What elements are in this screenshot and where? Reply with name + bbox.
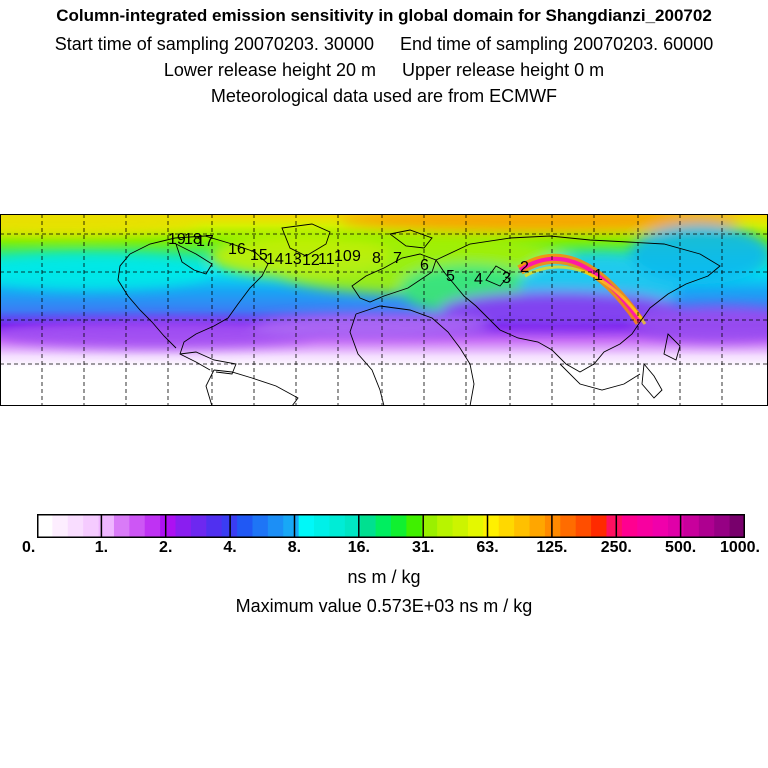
colorbar-tick-label: 0.: [22, 539, 36, 556]
colorbar-cell: [498, 514, 515, 538]
trajectory-label: 18: [184, 231, 202, 248]
colorbar-cell: [190, 514, 207, 538]
trajectory-label: 16: [228, 241, 246, 258]
colorbar-cell: [360, 514, 377, 538]
colorbar-cell: [406, 514, 423, 538]
maximum-value: Maximum value 0.573E+03 ns m / kg: [235, 596, 533, 616]
colorbar-tick-label: 31.: [412, 539, 435, 556]
release-heights: Lower release height 20 m Upper release h…: [0, 60, 768, 81]
colorbar-cell: [83, 514, 100, 538]
trajectory-label: 13: [284, 251, 302, 268]
colorbar-cell: [698, 514, 715, 538]
end-time: End time of sampling 20070203. 60000: [399, 34, 714, 54]
colorbar-cell: [729, 514, 745, 538]
sampling-times: Start time of sampling 20070203. 30000 En…: [0, 34, 768, 55]
trajectory-label: 15: [250, 247, 268, 264]
colorbar-cell: [298, 514, 315, 538]
colorbar-cell: [67, 514, 84, 538]
colorbar-cell: [467, 514, 484, 538]
colorbar-cell: [283, 514, 300, 538]
colorbar-cell: [714, 514, 731, 538]
colorbar-tick-label: 16.: [347, 539, 370, 556]
colorbar-tick-label: 125.: [536, 539, 568, 556]
colorbar-cell: [544, 514, 561, 538]
colorbar-cell: [421, 514, 438, 538]
trajectory-label: 4: [474, 271, 483, 288]
colorbar-cell: [560, 514, 577, 538]
colorbar-cell: [37, 514, 53, 538]
colorbar-cell: [113, 514, 130, 538]
colorbar-cell: [314, 514, 331, 538]
colorbar-cell: [621, 514, 638, 538]
trajectory-label: 3: [502, 270, 511, 287]
colorbar-cell: [329, 514, 346, 538]
colorbar-cell: [175, 514, 192, 538]
colorbar: [37, 514, 745, 538]
trajectory-label: 8: [372, 250, 381, 267]
colorbar-cell: [375, 514, 392, 538]
colorbar-cell: [237, 514, 254, 538]
colorbar-cell: [683, 514, 700, 538]
colorbar-tick-label: 1000.: [719, 539, 760, 556]
emission-plume-core: [518, 256, 642, 324]
colorbar-tick-label: 250.: [600, 539, 632, 556]
trajectory-label: 19: [168, 231, 186, 248]
colorbar-cell: [267, 514, 284, 538]
colorbar-tick-label: 63.: [476, 539, 499, 556]
colorbar-cell: [129, 514, 146, 538]
lower-release-height: Lower release height 20 m: [163, 60, 376, 80]
plume-fringe: [524, 265, 647, 325]
colorbar-frame: [37, 514, 745, 538]
colorbar-dividers: [100, 514, 682, 538]
colorbar-cell: [391, 514, 407, 538]
colorbar-tick-label: 1.: [94, 539, 109, 556]
trajectory-label: 12: [302, 252, 320, 269]
met-data-note: Meteorological data used are from ECMWF: [210, 86, 558, 106]
trajectory-label: 11: [318, 251, 335, 268]
colorbar-cell: [514, 514, 531, 538]
colorbar-cell: [344, 514, 361, 538]
start-time: Start time of sampling 20070203. 30000: [54, 34, 374, 54]
colorbar-cell: [591, 514, 608, 538]
colorbar-cell: [206, 514, 223, 538]
colorbar-tick-label: 500.: [665, 539, 697, 556]
upper-release-height: Upper release height 0 m: [402, 60, 605, 80]
colorbar-cell: [98, 514, 115, 538]
colorbar-cell: [668, 514, 685, 538]
trajectory-label: 6: [420, 257, 429, 274]
trajectory-label: 10: [334, 248, 352, 265]
trajectory-label: 2: [520, 259, 529, 276]
colorbar-tick-label: 4.: [223, 539, 237, 556]
colorbar-cell: [252, 514, 269, 538]
colorbar-cell: [160, 514, 177, 538]
colorbar-tick-label: 8.: [287, 539, 302, 556]
colorbar-cell: [483, 514, 500, 538]
trajectory-label: 5: [446, 268, 455, 285]
trajectory-label: 7: [393, 250, 402, 267]
colorbar-cell: [529, 514, 546, 538]
colorbar-cell: [144, 514, 161, 538]
coastlines: [117, 223, 721, 406]
colorbar-cell: [652, 514, 669, 538]
colorbar-unit: ns m / kg: [347, 567, 421, 587]
colorbar-cell: [437, 514, 454, 538]
colorbar-cells: [37, 514, 745, 538]
trajectory-label: 9: [352, 248, 361, 265]
colorbar-cell: [575, 514, 592, 538]
plot-title: Column-integrated emission sensitivity i…: [56, 6, 712, 25]
colorbar-cell: [52, 514, 69, 538]
lat-lon-grid: [0, 214, 768, 406]
trajectory-label: 14: [266, 251, 284, 268]
colorbar-cell: [606, 514, 623, 538]
colorbar-cell: [452, 514, 469, 538]
colorbar-cell: [637, 514, 654, 538]
colorbar-tick-label: 2.: [159, 539, 173, 556]
trajectory-label: 1: [594, 267, 603, 284]
trajectory-label: 17: [196, 233, 214, 250]
